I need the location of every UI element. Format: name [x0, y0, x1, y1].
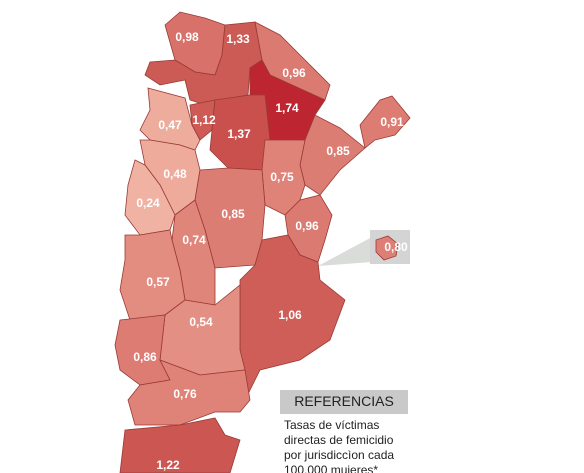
rate-label: 0,75 [270, 170, 294, 184]
rate-label: 0,47 [158, 118, 182, 132]
rate-label: 1,74 [275, 101, 299, 115]
legend-title: REFERENCIAS [294, 393, 394, 409]
rate-label: 0,86 [133, 350, 157, 364]
rate-label: 1,12 [192, 113, 216, 127]
rate-label: 0,57 [146, 275, 170, 289]
regions [114, 11, 411, 473]
legend-line: 100.000 mujeres* [284, 463, 378, 473]
legend-header [280, 390, 408, 414]
rate-label: 0,80 [384, 240, 408, 254]
rate-label: 0,74 [182, 233, 206, 247]
labels: 0,98 1,33 0,96 1,74 0,91 0,47 1,12 1,37 0,85 0,48… [133, 30, 408, 472]
rate-label: 0,96 [295, 219, 319, 233]
rate-label: 0,96 [282, 66, 306, 80]
inset-connector [318, 237, 372, 266]
rate-label: 0,98 [175, 30, 199, 44]
rate-label: 0,76 [173, 387, 197, 401]
province [119, 417, 241, 473]
rate-label: 0,91 [380, 115, 404, 129]
rate-label: 1,22 [156, 458, 180, 472]
rate-label: 0,85 [326, 144, 350, 158]
province [189, 99, 216, 141]
province [359, 95, 411, 149]
rate-label: 0,48 [163, 167, 187, 181]
province [127, 359, 251, 426]
rate-label: 0,54 [189, 315, 213, 329]
rate-label: 0,24 [136, 196, 160, 210]
legend-line: Tasas de víctimas [284, 418, 379, 432]
rate-label: 1,06 [278, 308, 302, 322]
legend-line: por jurisdiccìon cada [284, 448, 394, 462]
legend-line: directas de femicidio [284, 433, 394, 447]
rate-label: 0,85 [221, 207, 245, 221]
rate-label: 1,33 [226, 32, 250, 46]
province [375, 235, 399, 261]
rate-label: 1,37 [227, 127, 251, 141]
